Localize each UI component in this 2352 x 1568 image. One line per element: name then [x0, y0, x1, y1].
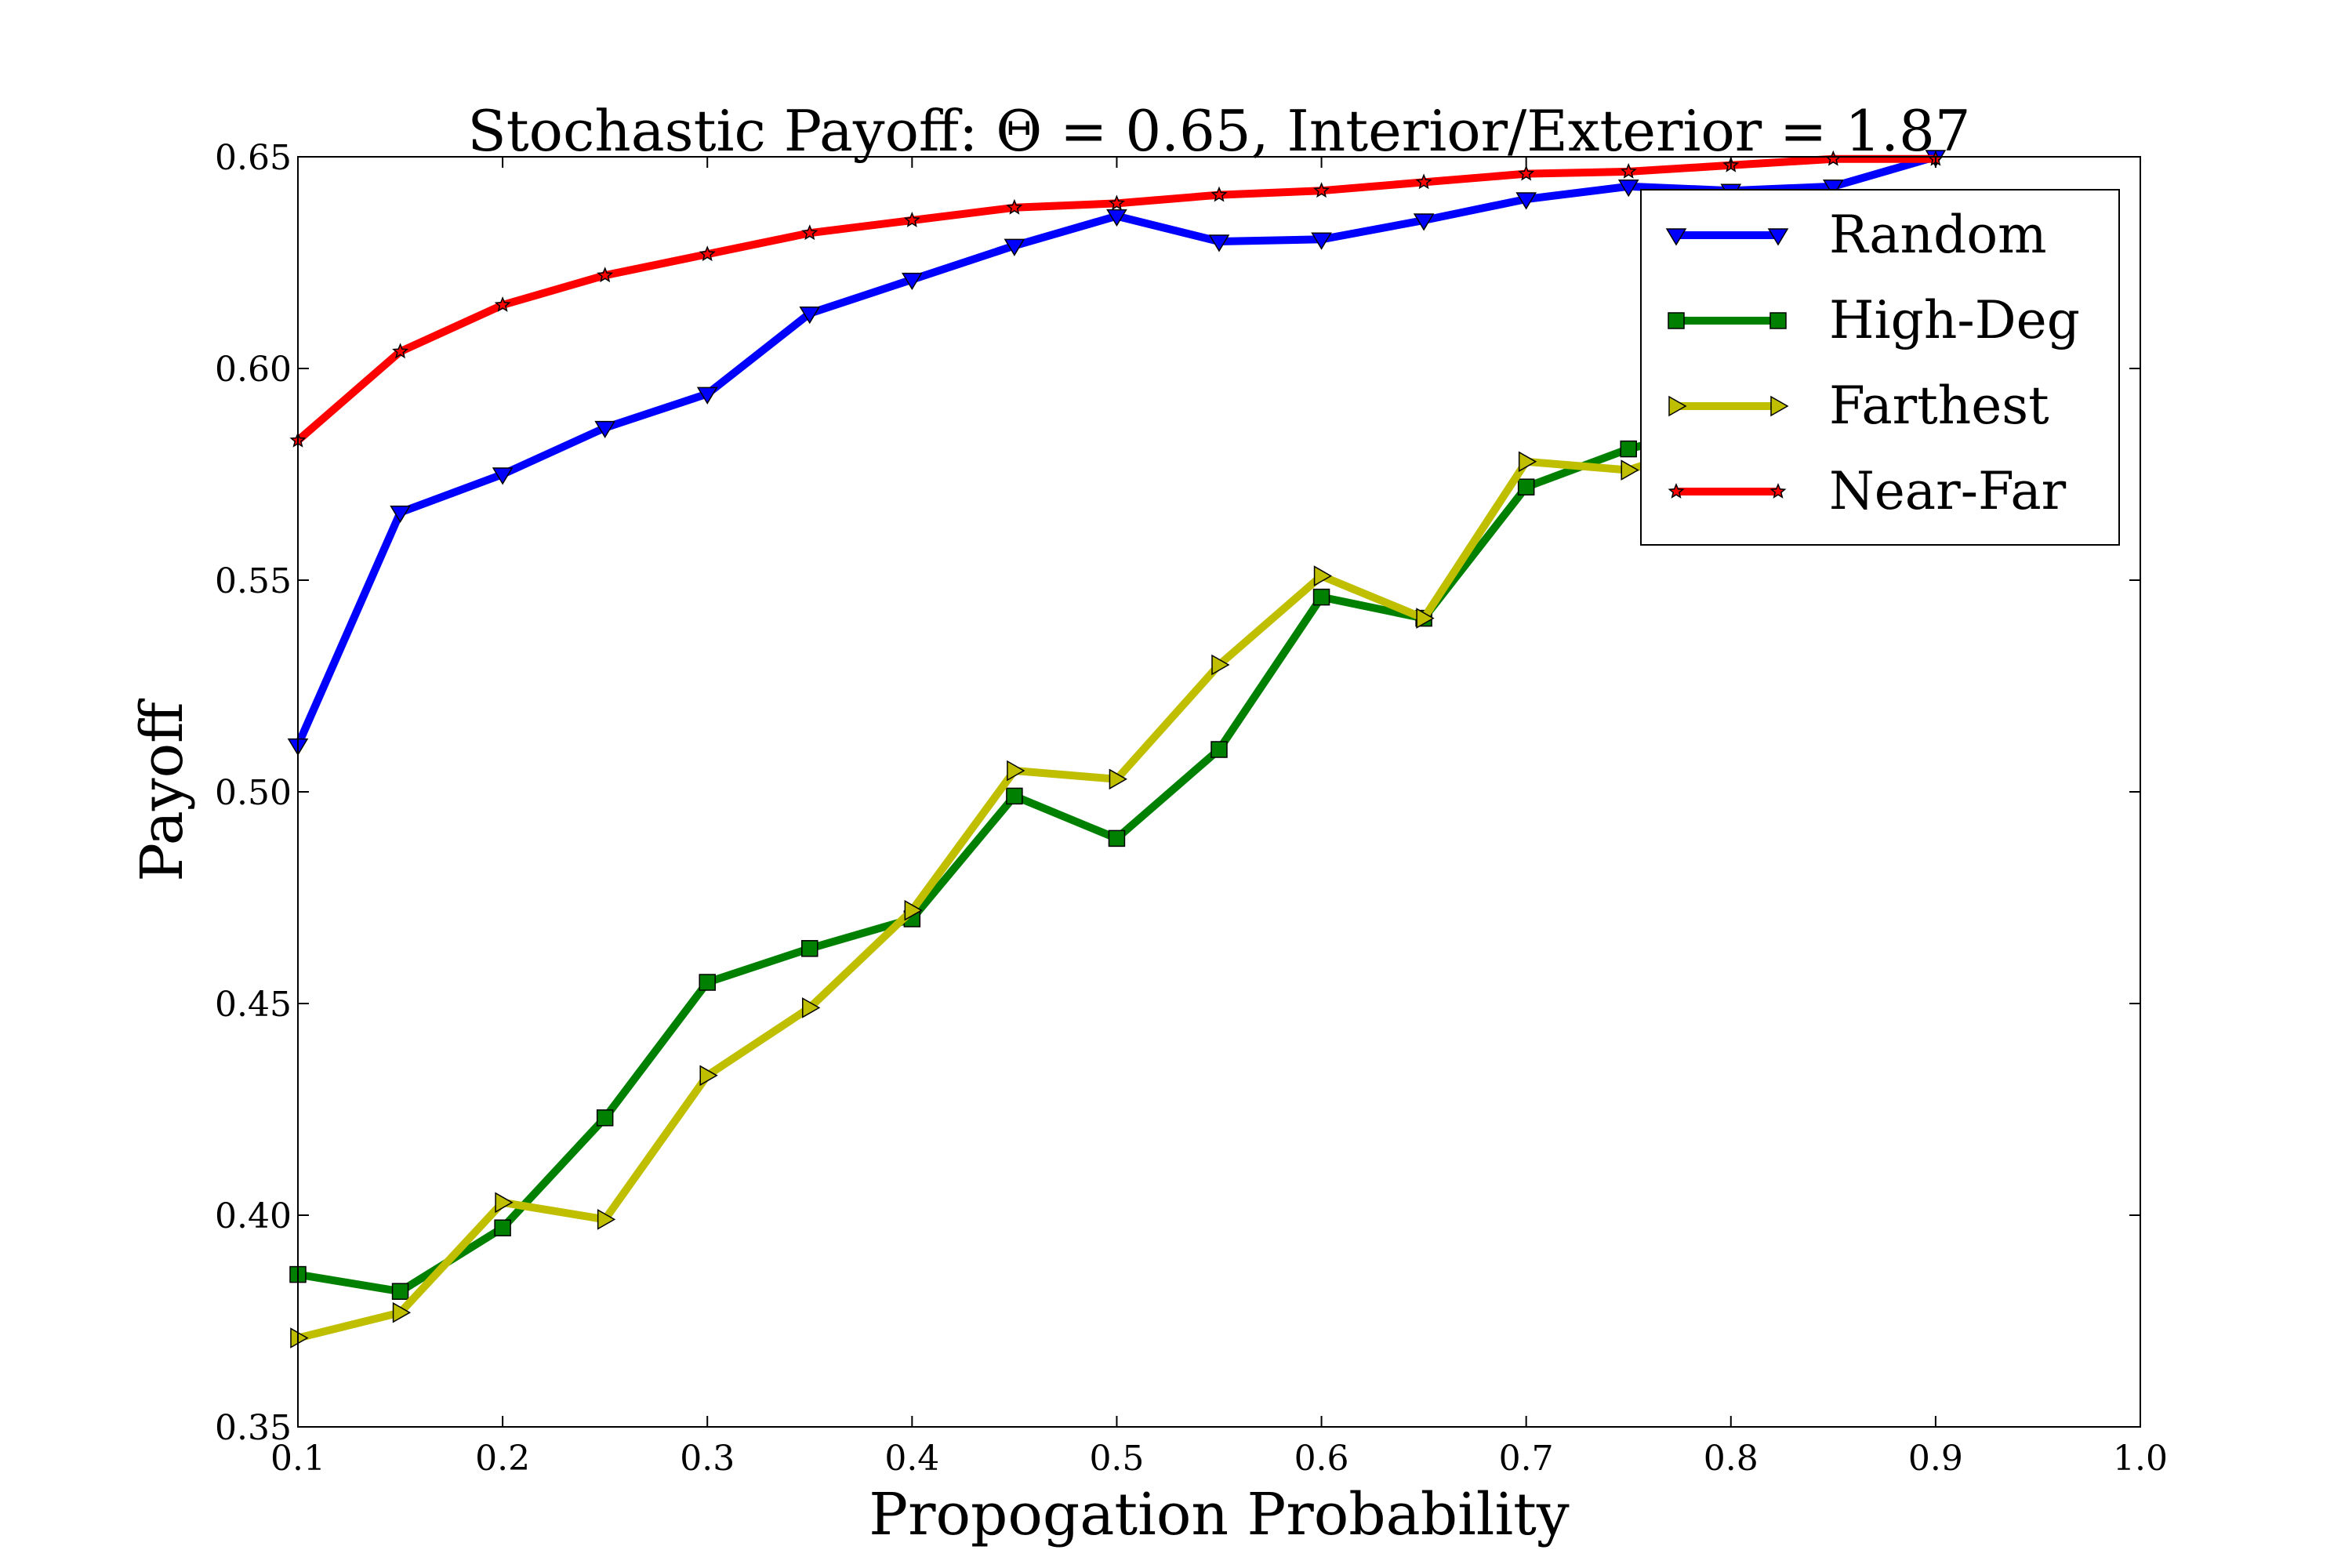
data-point-high-deg: [1517, 478, 1535, 495]
data-point-near-far: [1620, 162, 1637, 179]
data-point-random: [594, 420, 615, 439]
legend-marker-farthest: [1770, 395, 1789, 417]
legend-entry-farthest: Farthest: [1668, 376, 2049, 436]
y-tick-label: 0.55: [215, 561, 292, 601]
data-point-farthest: [1007, 760, 1025, 782]
x-axis-title: Propogation Probability: [869, 1481, 1570, 1548]
legend-marker-high-deg: [1769, 312, 1787, 329]
data-point-random: [1413, 213, 1435, 231]
data-point-random: [390, 505, 411, 524]
data-point-near-far: [494, 296, 511, 312]
data-point-high-deg: [1210, 741, 1228, 758]
y-tick-label: 0.45: [215, 985, 292, 1025]
data-point-farthest: [1211, 654, 1230, 676]
data-point-high-deg: [494, 1219, 511, 1236]
legend-marker-random: [1767, 228, 1789, 246]
data-point-random: [1311, 232, 1332, 250]
y-tick-label: 0.35: [215, 1408, 292, 1448]
data-point-near-far: [1109, 194, 1125, 211]
x-tick-label: 0.6: [1294, 1439, 1349, 1479]
legend: Random High-Deg Farthest Near-Far: [1640, 189, 2120, 546]
data-point-high-deg: [1620, 440, 1637, 458]
x-tick-label: 0.5: [1089, 1439, 1144, 1479]
data-point-farthest: [1518, 451, 1537, 473]
x-tick-label: 0.9: [1908, 1439, 1963, 1479]
x-tick-label: 0.3: [680, 1439, 735, 1479]
y-axis-title: Payoff: [129, 698, 196, 882]
legend-entry-high-deg: High-Deg: [1668, 290, 2080, 350]
data-point-near-far: [699, 245, 716, 262]
data-point-random: [1004, 238, 1025, 256]
chart-title: Stochastic Payoff: Θ = 0.65, Interior/Ex…: [467, 98, 1970, 164]
y-tick-label: 0.65: [215, 138, 292, 178]
data-point-random: [696, 387, 718, 405]
data-point-farthest: [290, 1327, 309, 1348]
data-point-farthest: [802, 997, 821, 1018]
tick-layer: 0.1 0.2 0.3 0.4 0.5 0.6 0.7 0.8 0.9 1.0 0.35 0.40 0.…: [215, 138, 2168, 1479]
data-point-farthest: [1313, 565, 1333, 586]
data-point-high-deg: [1006, 787, 1023, 805]
data-point-random: [1515, 192, 1537, 210]
legend-marker-near-far: [1769, 483, 1787, 499]
data-point-near-far: [392, 343, 408, 359]
legend-marker-near-far: [1668, 483, 1685, 499]
data-point-farthest: [495, 1192, 514, 1214]
legend-label-high-deg: High-Deg: [1829, 290, 2080, 350]
data-point-near-far: [903, 212, 920, 227]
data-point-random: [1617, 180, 1639, 198]
data-point-farthest: [1109, 768, 1127, 790]
legend-entry-random: Random: [1665, 205, 2047, 265]
data-point-random: [1208, 234, 1230, 252]
data-point-random: [799, 307, 821, 325]
data-point-high-deg: [1108, 829, 1126, 848]
y-tick-label: 0.40: [215, 1196, 292, 1236]
data-point-random: [1106, 209, 1127, 227]
data-point-high-deg: [1312, 588, 1330, 606]
data-point-near-far: [1006, 198, 1023, 215]
data-point-farthest: [699, 1065, 718, 1087]
x-tick-label: 0.8: [1704, 1439, 1759, 1479]
data-point-near-far: [1518, 165, 1535, 181]
x-tick-label: 0.1: [270, 1439, 325, 1479]
data-point-near-far: [1415, 173, 1432, 190]
x-tick-label: 0.4: [884, 1439, 939, 1479]
data-point-farthest: [904, 899, 923, 921]
data-point-farthest: [597, 1209, 616, 1230]
data-point-high-deg: [801, 940, 818, 957]
data-point-near-far: [1210, 186, 1228, 202]
series-random: [287, 150, 1947, 757]
y-tick-label: 0.60: [215, 350, 292, 390]
data-point-near-far: [801, 224, 818, 241]
y-tick-label: 0.50: [215, 773, 292, 813]
data-point-random: [902, 272, 923, 291]
legend-label-near-far: Near-Far: [1829, 461, 2067, 521]
legend-marker-high-deg: [1668, 312, 1685, 329]
data-point-near-far: [597, 267, 614, 283]
x-tick-label: 0.2: [475, 1439, 530, 1479]
legend-label-random: Random: [1829, 205, 2047, 265]
data-point-high-deg: [699, 974, 716, 991]
x-tick-label: 0.7: [1499, 1439, 1554, 1479]
data-point-high-deg: [596, 1109, 614, 1127]
legend-entry-near-far: Near-Far: [1668, 461, 2067, 521]
data-point-farthest: [392, 1301, 412, 1323]
legend-marker-farthest: [1668, 395, 1687, 417]
legend-marker-random: [1665, 228, 1687, 246]
legend-box: [1640, 189, 2120, 546]
data-point-farthest: [1621, 459, 1639, 481]
data-point-random: [1823, 180, 1844, 198]
data-point-high-deg: [391, 1283, 409, 1300]
data-point-near-far: [1313, 182, 1330, 198]
data-point-farthest: [1416, 608, 1435, 629]
data-point-random: [492, 467, 514, 485]
legend-label-farthest: Farthest: [1829, 376, 2049, 436]
x-tick-label: 1.0: [2113, 1439, 2168, 1479]
